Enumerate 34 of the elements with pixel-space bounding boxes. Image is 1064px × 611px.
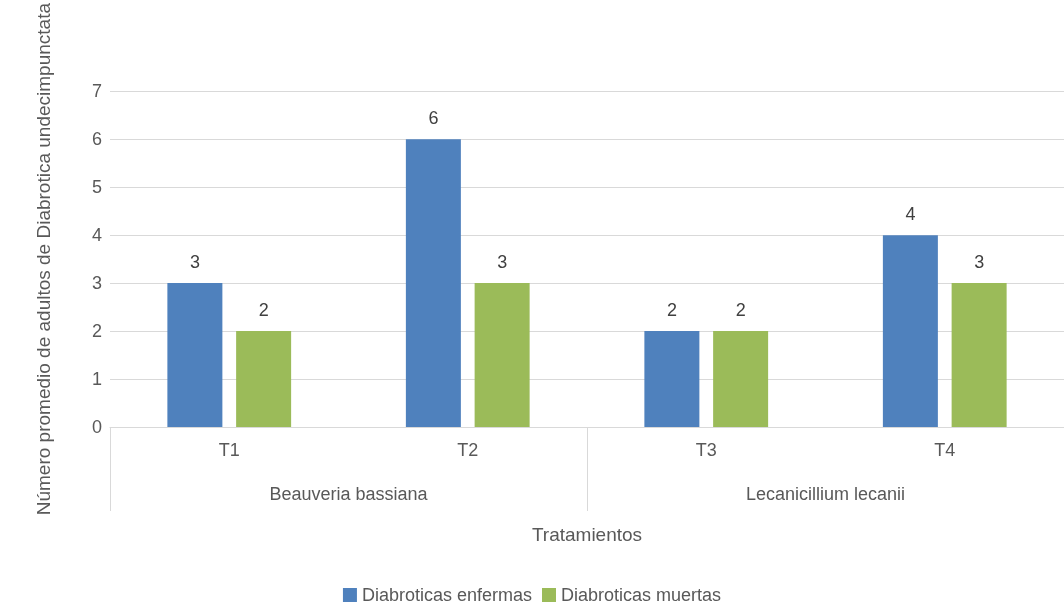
bar — [474, 283, 530, 427]
data-label: 2 — [666, 300, 677, 321]
bar — [951, 283, 1007, 427]
text: Beauveria bassiana — [269, 484, 429, 504]
y-tick-label: 6 — [91, 129, 102, 150]
data-label: 3 — [974, 252, 985, 273]
x-axis-title: Tratamientos — [531, 524, 643, 545]
x-tick-label: T3 — [695, 440, 717, 460]
data-label: 2 — [258, 300, 269, 321]
x-tick-label: T2 — [457, 440, 479, 460]
y-tick-label: 7 — [91, 81, 102, 102]
data-label: 6 — [428, 108, 439, 129]
data-label: 2 — [735, 300, 746, 321]
bar — [167, 283, 223, 427]
data-label: 4 — [905, 204, 916, 225]
y-tick-label: 2 — [91, 321, 102, 342]
y-axis-title: Número promedio de adultos de Diabrotica undecimpunctata — [32, 2, 54, 516]
x-tick-label: T4 — [934, 440, 956, 460]
y-tick-label: 4 — [91, 225, 102, 246]
legend-label: Diabroticas enfermas — [361, 585, 533, 605]
bar — [405, 139, 461, 427]
x-tick-label: T1 — [218, 440, 240, 460]
bar — [882, 235, 938, 427]
y-tick-label: 5 — [91, 177, 102, 198]
data-label: 3 — [497, 252, 508, 273]
legend-label: Diabroticas muertas — [561, 585, 722, 605]
bar — [236, 331, 292, 427]
y-tick-label: 0 — [91, 417, 102, 437]
y-tick-label: 1 — [91, 369, 102, 390]
bar — [713, 331, 769, 427]
bar — [644, 331, 700, 427]
text: Lecanicillium lecanii — [745, 484, 906, 504]
data-label: 3 — [189, 252, 200, 273]
y-tick-label: 3 — [91, 273, 102, 294]
